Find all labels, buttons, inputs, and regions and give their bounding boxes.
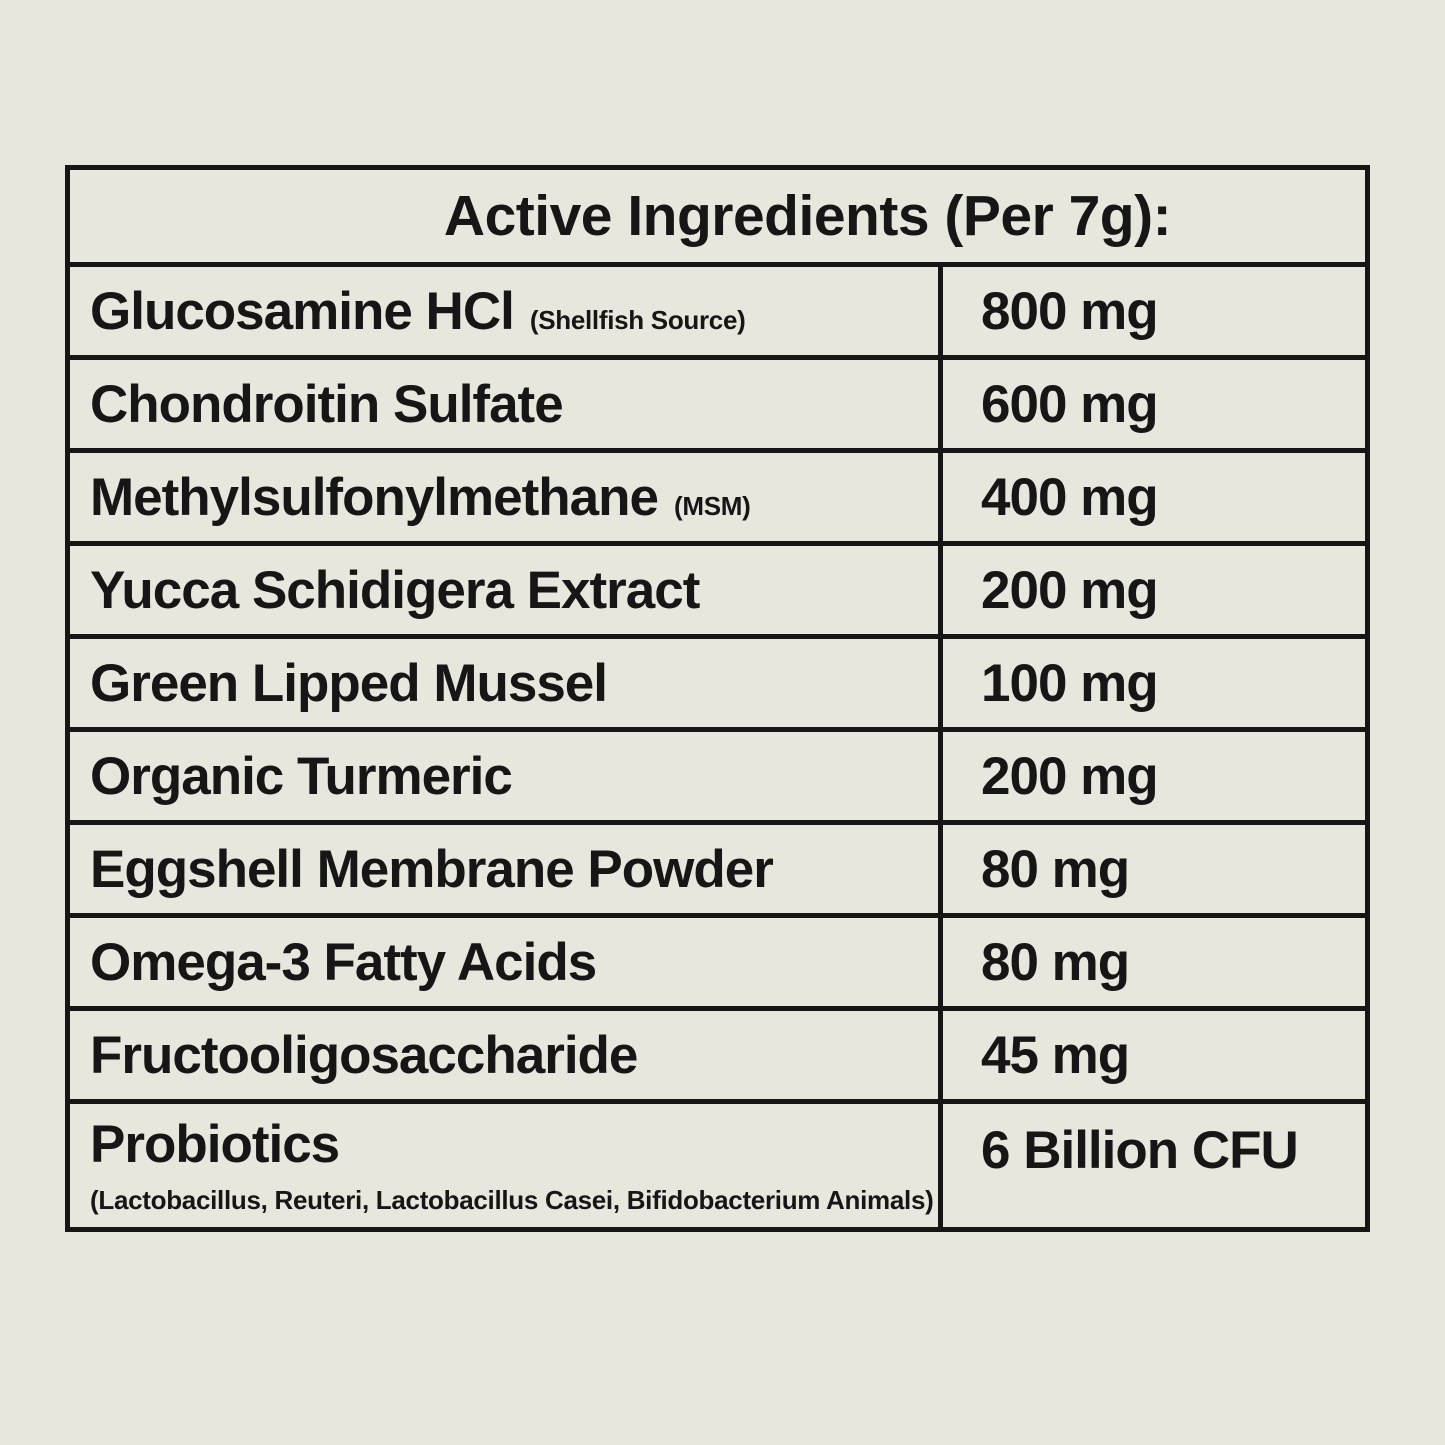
ingredient-name-line: Methylsulfonylmethane (MSM) (90, 467, 751, 528)
ingredients-table: Active Ingredients (Per 7g): Glucosamine… (65, 165, 1370, 1232)
ingredient-name: Chondroitin Sulfate (90, 374, 564, 434)
ingredient-row: Organic Turmeric 200 mg (70, 727, 1365, 820)
ingredient-name: Organic Turmeric (90, 746, 513, 806)
ingredient-name-cell: Probiotics (Lactobacillus, Reuteri, Lact… (70, 1104, 938, 1227)
ingredient-name-line: Organic Turmeric (90, 746, 513, 807)
ingredient-row: Omega-3 Fatty Acids 80 mg (70, 913, 1365, 1006)
ingredient-name-cell: Green Lipped Mussel (70, 639, 938, 727)
ingredient-name-line: Chondroitin Sulfate (90, 374, 564, 435)
ingredient-row: Green Lipped Mussel 100 mg (70, 634, 1365, 727)
ingredient-row: Eggshell Membrane Powder 80 mg (70, 820, 1365, 913)
ingredient-name-cell: Omega-3 Fatty Acids (70, 918, 938, 1006)
ingredient-name: Green Lipped Mussel (90, 653, 608, 713)
ingredient-name-line: Glucosamine HCl (Shellfish Source) (90, 281, 746, 342)
ingredient-amount: 200 mg (938, 546, 1365, 634)
ingredient-name-line: Omega-3 Fatty Acids (90, 932, 597, 993)
ingredient-name-cell: Methylsulfonylmethane (MSM) (70, 453, 938, 541)
ingredient-row: Fructooligosaccharide 45 mg (70, 1006, 1365, 1099)
ingredient-row: Glucosamine HCl (Shellfish Source) 800 m… (70, 262, 1365, 355)
ingredient-name-line: Eggshell Membrane Powder (90, 839, 774, 900)
ingredient-amount: 400 mg (938, 453, 1365, 541)
ingredient-amount: 45 mg (938, 1011, 1365, 1099)
ingredient-row: Chondroitin Sulfate 600 mg (70, 355, 1365, 448)
ingredient-name: Glucosamine HCl (90, 281, 515, 341)
ingredient-name-cell: Fructooligosaccharide (70, 1011, 938, 1099)
ingredient-row: Probiotics (Lactobacillus, Reuteri, Lact… (70, 1099, 1365, 1227)
ingredient-row: Yucca Schidigera Extract 200 mg (70, 541, 1365, 634)
ingredient-name: Omega-3 Fatty Acids (90, 932, 597, 992)
ingredient-name: Yucca Schidigera Extract (90, 560, 700, 620)
ingredient-name-cell: Eggshell Membrane Powder (70, 825, 938, 913)
ingredient-amount: 200 mg (938, 732, 1365, 820)
ingredient-name-line: Green Lipped Mussel (90, 653, 608, 714)
ingredient-subnote: (Lactobacillus, Reuteri, Lactobacillus C… (90, 1184, 934, 1215)
table-title: Active Ingredients (Per 7g): (443, 184, 1172, 248)
ingredient-amount: 80 mg (938, 918, 1365, 1006)
ingredient-amount: 80 mg (938, 825, 1365, 913)
ingredient-name: Methylsulfonylmethane (90, 467, 659, 527)
ingredient-name: Eggshell Membrane Powder (90, 839, 774, 899)
ingredient-note: (Shellfish Source) (529, 304, 746, 335)
table-body: Glucosamine HCl (Shellfish Source) 800 m… (70, 262, 1365, 1227)
ingredient-note: (MSM) (673, 490, 751, 521)
ingredient-amount: 6 Billion CFU (938, 1104, 1365, 1227)
ingredient-amount: 100 mg (938, 639, 1365, 727)
ingredient-amount: 600 mg (938, 360, 1365, 448)
ingredient-name-line: Fructooligosaccharide (90, 1025, 638, 1086)
ingredient-row: Methylsulfonylmethane (MSM) 400 mg (70, 448, 1365, 541)
ingredient-name-cell: Yucca Schidigera Extract (70, 546, 938, 634)
ingredient-name-line: Probiotics (90, 1114, 340, 1175)
ingredient-name: Probiotics (90, 1114, 340, 1174)
ingredient-name-cell: Chondroitin Sulfate (70, 360, 938, 448)
ingredient-name: Fructooligosaccharide (90, 1025, 638, 1085)
ingredient-name-line: Yucca Schidigera Extract (90, 560, 700, 621)
ingredient-amount: 800 mg (938, 267, 1365, 355)
ingredient-name-cell: Glucosamine HCl (Shellfish Source) (70, 267, 938, 355)
ingredient-name-cell: Organic Turmeric (70, 732, 938, 820)
